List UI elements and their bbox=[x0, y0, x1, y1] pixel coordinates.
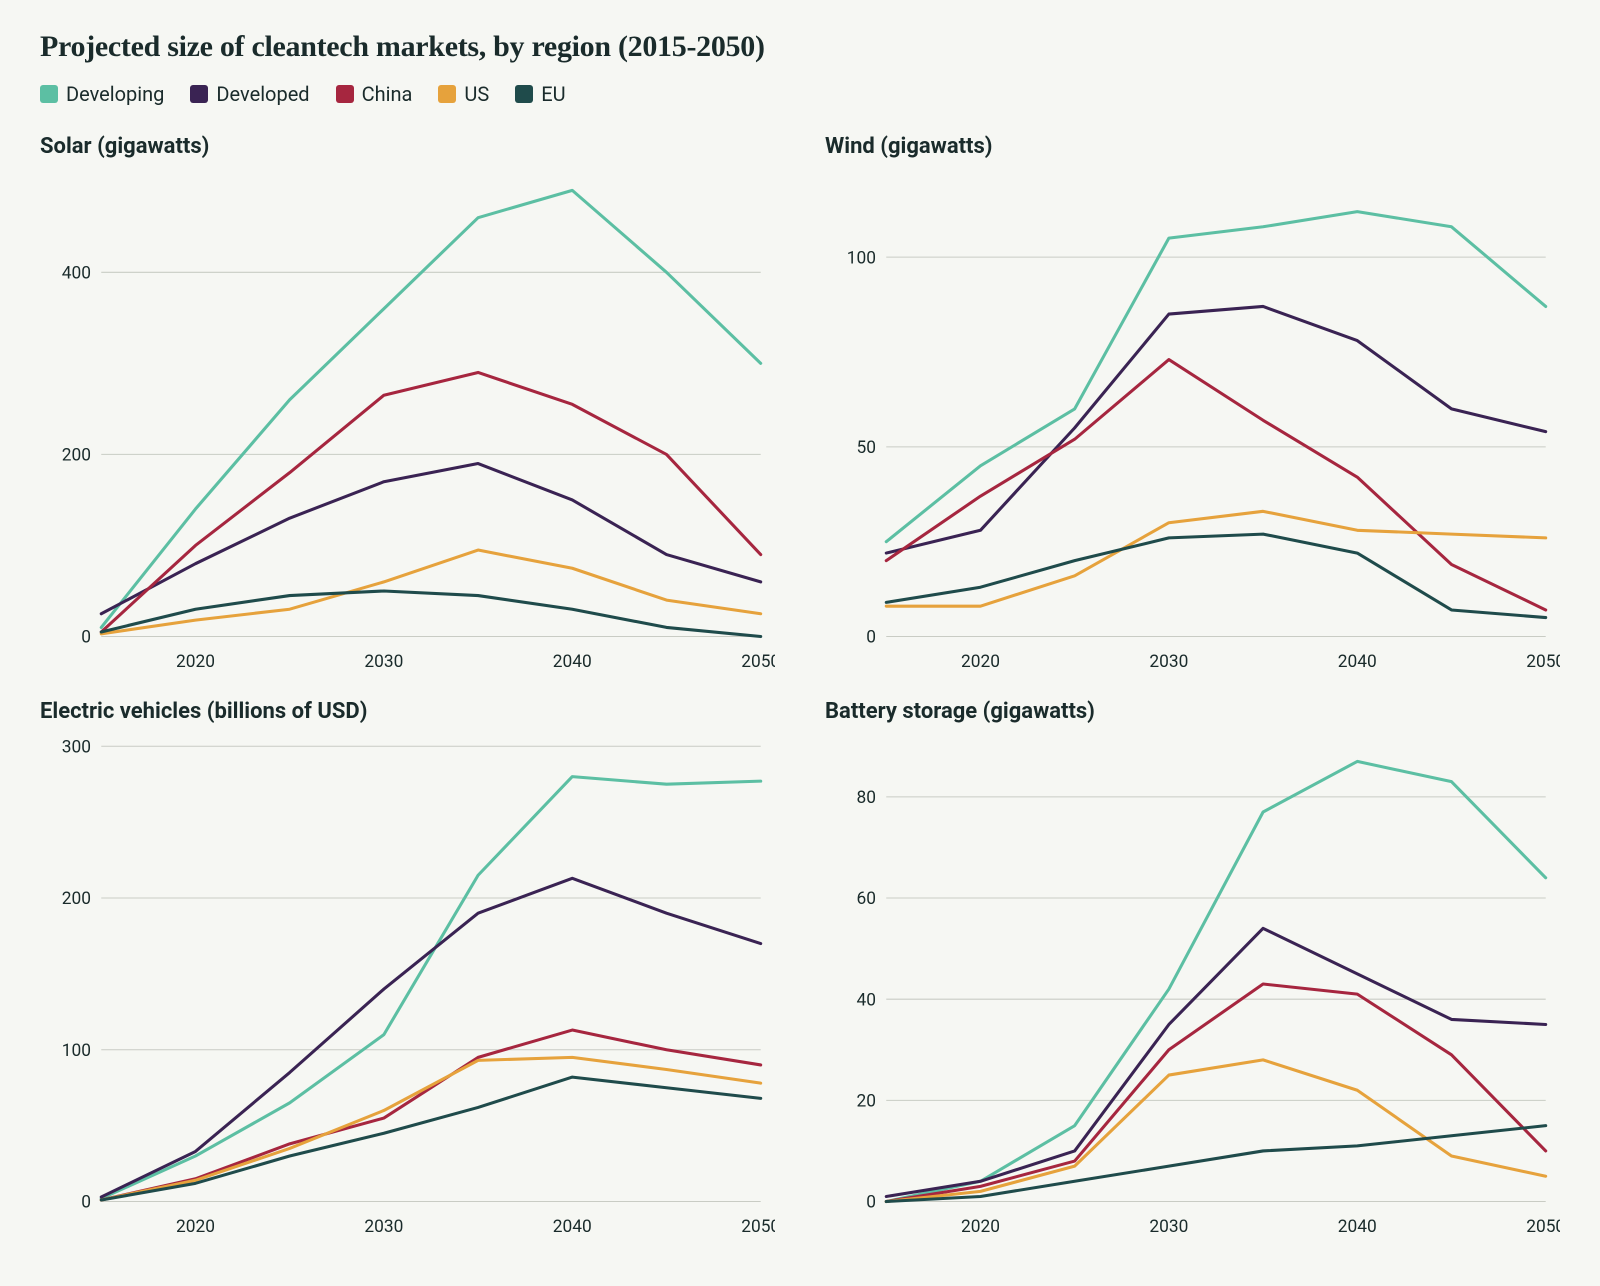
chart-grid: Solar (gigawatts)02004002020203020402050… bbox=[40, 134, 1560, 1245]
xtick-label: 2040 bbox=[1338, 652, 1377, 672]
xtick-label: 2050 bbox=[741, 652, 775, 672]
xtick-label: 2020 bbox=[961, 1218, 1000, 1238]
legend-label-china: China bbox=[362, 82, 413, 106]
series-developed bbox=[101, 464, 760, 614]
chart-ev: 0 100 200 300 2020 2030 2040 2050 bbox=[40, 734, 775, 1244]
xtick-label: 2040 bbox=[1338, 1218, 1377, 1238]
legend-item-china: China bbox=[336, 82, 413, 106]
xtick-label: 2020 bbox=[176, 1218, 215, 1238]
legend-swatch-us bbox=[438, 85, 456, 103]
xtick-label: 2030 bbox=[364, 1218, 403, 1238]
ytick-label: 100 bbox=[847, 248, 876, 268]
xtick-label: 2050 bbox=[741, 1218, 775, 1238]
ytick-label: 0 bbox=[81, 628, 91, 648]
chart-solar: 0 200 400 2020 2030 2040 2050 bbox=[40, 169, 775, 679]
ytick-label: 300 bbox=[62, 738, 91, 758]
ytick-label: 80 bbox=[857, 788, 877, 808]
legend-label-eu: EU bbox=[541, 82, 565, 106]
chart-wind: 0 50 100 2020 2030 2040 2050 bbox=[825, 169, 1560, 679]
legend-label-developing: Developing bbox=[66, 82, 164, 106]
xtick-label: 2030 bbox=[364, 652, 403, 672]
panel-ev: Electric vehicles (billions of USD) 0 100 2… bbox=[40, 699, 775, 1244]
panel-solar: Solar (gigawatts) 0 200 400 2020 2030 2040 2050 bbox=[40, 134, 775, 679]
series-china bbox=[886, 360, 1545, 610]
series-developing bbox=[101, 777, 760, 1199]
ytick-label: 200 bbox=[62, 446, 91, 466]
legend-label-developed: Developed bbox=[216, 82, 309, 106]
legend-swatch-developed bbox=[190, 85, 208, 103]
ytick-label: 0 bbox=[866, 628, 876, 648]
ytick-label: 40 bbox=[857, 991, 877, 1011]
ytick-label: 100 bbox=[62, 1041, 91, 1061]
xtick-label: 2050 bbox=[1526, 652, 1560, 672]
series-developed bbox=[101, 879, 760, 1198]
panel-wind: Wind (gigawatts) 0 50 100 2020 2030 2040 2050 bbox=[825, 134, 1560, 679]
ytick-label: 60 bbox=[857, 890, 877, 910]
legend-swatch-china bbox=[336, 85, 354, 103]
ytick-label: 200 bbox=[62, 890, 91, 910]
panel-title-battery: Battery storage (gigawatts) bbox=[825, 699, 1560, 724]
xtick-label: 2040 bbox=[553, 652, 592, 672]
ytick-label: 0 bbox=[81, 1193, 91, 1213]
ytick-label: 0 bbox=[866, 1193, 876, 1213]
ytick-label: 400 bbox=[62, 263, 91, 283]
legend-item-developing: Developing bbox=[40, 82, 164, 106]
xtick-label: 2030 bbox=[1149, 1218, 1188, 1238]
panel-battery: Battery storage (gigawatts)0204060802020… bbox=[825, 699, 1560, 1244]
legend-item-eu: EU bbox=[515, 82, 565, 106]
ytick-label: 20 bbox=[857, 1092, 877, 1112]
series-china bbox=[101, 1030, 760, 1200]
xtick-label: 2020 bbox=[961, 652, 1000, 672]
xtick-label: 2040 bbox=[553, 1218, 592, 1238]
xtick-label: 2050 bbox=[1526, 1218, 1560, 1238]
legend-item-us: US bbox=[438, 82, 489, 106]
series-developed bbox=[886, 929, 1545, 1197]
panel-title-solar: Solar (gigawatts) bbox=[40, 134, 775, 159]
legend-label-us: US bbox=[464, 82, 489, 106]
xtick-label: 2030 bbox=[1149, 652, 1188, 672]
legend-swatch-developing bbox=[40, 85, 58, 103]
chart-battery: 0204060802020203020402050 bbox=[825, 734, 1560, 1244]
series-eu bbox=[101, 1077, 760, 1200]
chart-title: Projected size of cleantech markets, by … bbox=[40, 30, 1560, 64]
xtick-label: 2020 bbox=[176, 652, 215, 672]
ytick-label: 50 bbox=[857, 438, 877, 458]
series-us bbox=[101, 1058, 760, 1201]
panel-title-ev: Electric vehicles (billions of USD) bbox=[40, 699, 775, 724]
legend-item-developed: Developed bbox=[190, 82, 309, 106]
legend: Developing Developed China US EU bbox=[40, 82, 1560, 106]
legend-swatch-eu bbox=[515, 85, 533, 103]
panel-title-wind: Wind (gigawatts) bbox=[825, 134, 1560, 159]
